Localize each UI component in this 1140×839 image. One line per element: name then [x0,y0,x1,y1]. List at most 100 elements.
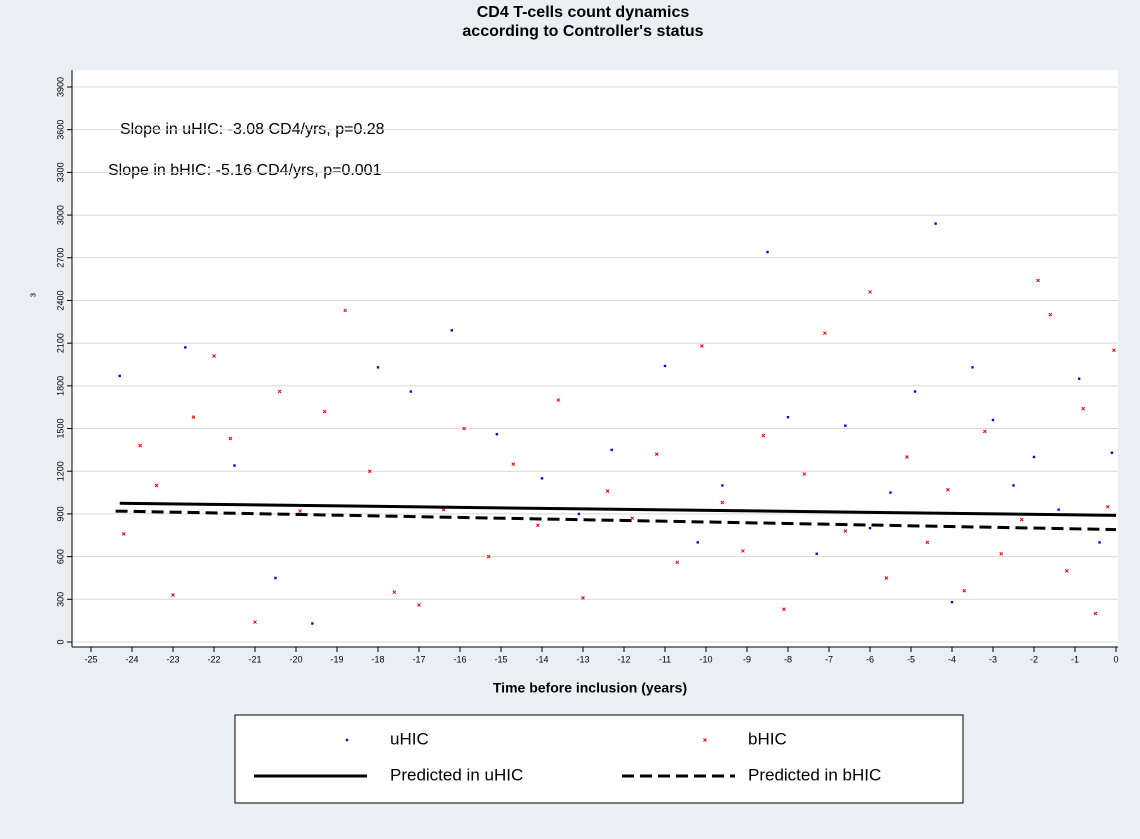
point [277,389,282,394]
y-tick-label: 300 [55,592,65,607]
point [946,487,950,492]
x-tick-label: -16 [453,654,466,664]
point [999,551,1004,556]
legend-label: Predicted in bHIC [748,765,881,784]
point [1012,484,1015,487]
point [1064,568,1069,573]
x-tick-label: -24 [125,654,138,664]
point [171,593,175,597]
point [843,529,848,533]
plot-area [72,70,1118,647]
x-tick-label: -18 [371,654,384,664]
point [1032,455,1036,459]
point [913,390,917,393]
x-tick-label: -2 [1030,654,1038,664]
point [1057,508,1060,511]
point [1019,517,1024,522]
legend-label: uHIC [390,729,429,748]
y-tick-label: 3600 [55,120,65,140]
point [1077,377,1081,380]
x-tick-label: -3 [989,654,997,664]
chart-title: CD4 T-cells count dynamics [477,4,690,21]
point [577,512,581,516]
point [121,531,126,536]
point [802,472,807,476]
point [610,448,613,452]
point [417,603,421,607]
y-tick-label: 1800 [55,376,65,396]
point [925,540,930,545]
point [721,484,724,487]
legend-label: bHIC [748,729,787,748]
point [212,354,216,358]
point [844,424,847,427]
annotation: Slope in bHIC: -5.16 CD4/yrs, p=0.001 [108,162,382,179]
point [343,308,348,313]
y-tick-label: 2100 [55,333,65,353]
point [1093,611,1098,616]
point [184,346,187,349]
point [815,552,818,555]
point [536,523,540,528]
y-tick-label: 3000 [55,205,65,225]
x-tick-label: -8 [784,654,792,664]
chart-title: according to Controller's status [462,23,703,40]
point [884,576,889,580]
point [191,415,196,420]
y-tick-label: 2700 [55,248,65,268]
point [991,418,995,422]
point [868,290,872,294]
x-tick-label: -12 [617,654,630,664]
x-tick-label: 0 [1113,654,1118,664]
point [409,390,412,393]
x-tick-label: -14 [535,654,548,664]
x-tick-label: -22 [207,654,220,664]
marks [115,222,1117,625]
point [905,455,909,459]
x-tick-label: -17 [412,654,425,664]
y-tick-label: 3900 [55,77,65,97]
point [1112,348,1116,353]
legend-label: Predicted in uHIC [390,765,523,784]
x-tick-label: -9 [743,654,751,664]
point [761,433,766,438]
x-tick-label: -10 [699,654,712,664]
legend-marker [703,738,707,742]
prediction-line [119,501,1117,517]
point [654,452,659,457]
point [720,500,725,505]
x-axis-label: Time before inclusion (years) [493,680,687,696]
prediction-line [115,509,1117,532]
point [581,596,585,600]
y-tick-label: 0 [55,639,65,644]
x-tick-label: -20 [289,654,302,664]
x-tick-label: -11 [659,654,671,664]
y-axis-label: з [27,293,37,297]
x-tick-label: -25 [84,654,97,664]
point [934,222,937,225]
x-tick-label: -23 [166,654,179,664]
point [1048,312,1053,317]
point [1081,406,1086,411]
x-tick-label: -4 [948,654,956,664]
x-tick-label: -7 [825,654,833,664]
point [511,462,516,466]
point [786,415,790,419]
point [605,489,610,494]
point [486,554,491,559]
point [376,366,380,369]
point [154,483,159,488]
point [823,331,827,336]
point [253,620,257,624]
y-tick-label: 900 [55,506,65,521]
point [540,477,544,480]
y-tick-label: 1500 [55,419,65,439]
x-tick-label: -5 [907,654,915,664]
point [700,344,704,348]
y-tick-label: 600 [55,549,65,564]
point [950,600,954,604]
point [1036,278,1040,283]
y-tick-label: 1200 [55,461,65,481]
point [1098,541,1101,544]
